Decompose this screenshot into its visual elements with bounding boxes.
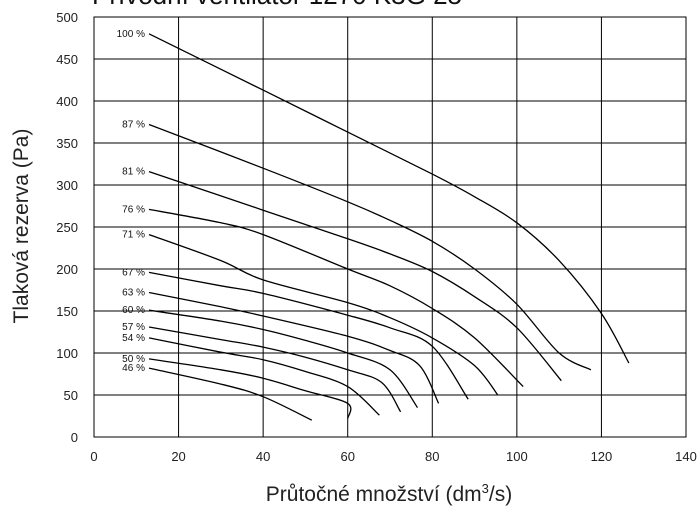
y-tick-label: 250 xyxy=(56,220,78,235)
series-line xyxy=(148,326,402,413)
series-label: 46 % xyxy=(122,363,145,374)
x-tick-label: 120 xyxy=(591,449,613,464)
x-tick-label: 80 xyxy=(425,449,439,464)
series-line xyxy=(148,337,380,416)
series-label: 71 % xyxy=(122,230,145,241)
y-tick-label: 50 xyxy=(64,388,78,403)
series-line xyxy=(148,309,419,408)
x-tick-labels: 0 20 40 60 80 100 120 140 xyxy=(90,449,696,464)
series-label: 81 % xyxy=(122,167,145,178)
y-axis-title: Tlaková rezerva (Pa) xyxy=(10,129,33,324)
x-tick-label: 60 xyxy=(340,449,354,464)
y-tick-label: 300 xyxy=(56,178,78,193)
series-label: 54 % xyxy=(122,333,145,344)
chart-curves xyxy=(148,33,630,421)
series-line xyxy=(148,271,469,400)
series-label: 63 % xyxy=(122,288,145,299)
series-line xyxy=(148,367,313,421)
series-label: 57 % xyxy=(122,322,145,333)
x-axis-title-main: Průtočné množství (dm xyxy=(266,483,482,506)
x-tick-label: 40 xyxy=(256,449,270,464)
x-tick-label: 0 xyxy=(90,449,97,464)
series-label: 50 % xyxy=(122,354,145,365)
y-tick-label: 0 xyxy=(71,430,78,445)
series-line xyxy=(148,358,352,419)
series-line xyxy=(148,33,630,364)
series-line xyxy=(148,170,562,382)
series-line xyxy=(148,233,499,396)
y-tick-label: 350 xyxy=(56,136,78,151)
y-tick-label: 450 xyxy=(56,52,78,67)
x-tick-label: 100 xyxy=(506,449,528,464)
series-line xyxy=(148,208,524,388)
x-axis-title: Průtočné množství (dm3/s) xyxy=(266,481,512,506)
series-label: 100 % xyxy=(117,29,145,40)
y-tick-labels: 0 50 100 150 200 250 300 350 400 450 500 xyxy=(56,10,78,445)
y-tick-label: 500 xyxy=(56,10,78,25)
x-tick-label: 20 xyxy=(171,449,185,464)
plot-frame xyxy=(93,16,687,438)
series-line xyxy=(148,291,440,404)
x-tick-label: 140 xyxy=(675,449,697,464)
series-label: 67 % xyxy=(122,267,145,278)
series-label: 76 % xyxy=(122,204,145,215)
x-axis-title-end: /s) xyxy=(489,483,512,506)
y-tick-label: 200 xyxy=(56,262,78,277)
chart-grid xyxy=(93,16,687,438)
series-label: 87 % xyxy=(122,120,145,131)
chart-curve-labels: 100 % 87 % 81 % 76 % 71 % 67 % 63 % 60 % 57 %54 … xyxy=(117,29,145,374)
x-axis-title-superscript: 3 xyxy=(482,481,489,496)
y-tick-label: 400 xyxy=(56,94,78,109)
y-tick-label: 150 xyxy=(56,304,78,319)
series-label: 60 % xyxy=(122,305,145,316)
y-tick-label: 100 xyxy=(56,346,78,361)
chart-title: Přívodní ventilátor 1270 K3G 25 xyxy=(92,0,462,10)
series-line xyxy=(148,123,592,371)
